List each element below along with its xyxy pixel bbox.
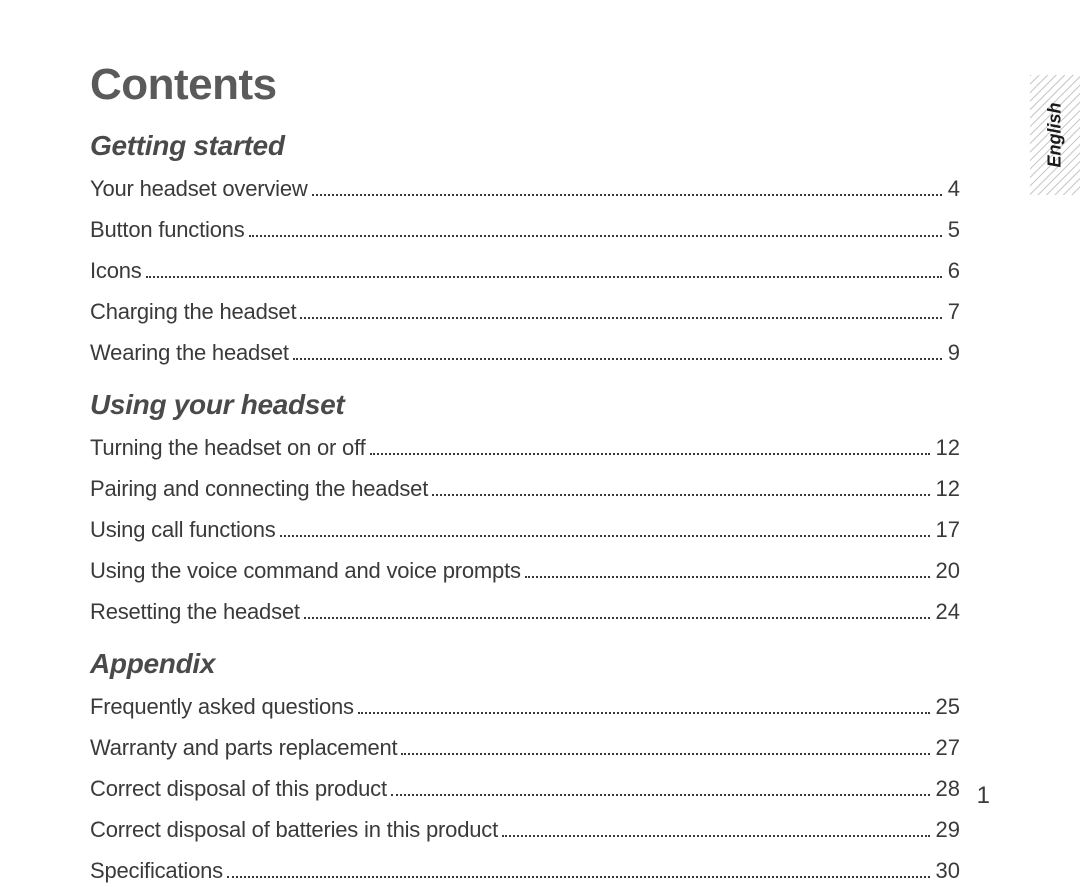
toc-label: Pairing and connecting the headset	[90, 472, 428, 505]
toc-entry[interactable]: Your headset overview 4	[90, 172, 960, 205]
section-heading: Using your headset	[90, 389, 960, 421]
toc-page: 28	[934, 772, 960, 805]
toc-page: 9	[946, 336, 960, 369]
toc-page: 12	[934, 431, 960, 464]
toc-label: Correct disposal of this product	[90, 772, 387, 805]
toc-page: 27	[934, 731, 960, 764]
section-heading: Appendix	[90, 648, 960, 680]
language-tab: English	[1030, 75, 1080, 195]
toc-label: Turning the headset on or off	[90, 431, 366, 464]
toc-label: Your headset overview	[90, 172, 308, 205]
toc-dots	[432, 494, 929, 496]
toc-page: 6	[946, 254, 960, 287]
toc-entry[interactable]: Icons 6	[90, 254, 960, 287]
toc-dots	[391, 794, 930, 796]
toc-page: 29	[934, 813, 960, 846]
toc-page: 20	[934, 554, 960, 587]
section-heading: Getting started	[90, 130, 960, 162]
toc-dots	[370, 453, 930, 455]
toc-entry[interactable]: Using call functions 17	[90, 513, 960, 546]
toc-page: 4	[946, 172, 960, 205]
toc-dots	[146, 276, 942, 278]
toc-label: Warranty and parts replacement	[90, 731, 397, 764]
toc-dots	[312, 194, 942, 196]
toc-page: 5	[946, 213, 960, 246]
toc-page: 17	[934, 513, 960, 546]
toc-page: 25	[934, 690, 960, 723]
toc-entry[interactable]: Button functions 5	[90, 213, 960, 246]
toc-entry[interactable]: Turning the headset on or off 12	[90, 431, 960, 464]
toc-entry[interactable]: Pairing and connecting the headset 12	[90, 472, 960, 505]
toc-page: 24	[934, 595, 960, 628]
toc-dots	[401, 753, 929, 755]
toc-label: Using the voice command and voice prompt…	[90, 554, 521, 587]
toc-entry[interactable]: Charging the headset 7	[90, 295, 960, 328]
toc-page: 30	[934, 854, 960, 887]
toc-label: Icons	[90, 254, 142, 287]
toc-content: Contents Getting started Your headset ov…	[90, 60, 990, 887]
toc-entry[interactable]: Resetting the headset 24	[90, 595, 960, 628]
toc-entry[interactable]: Correct disposal of batteries in this pr…	[90, 813, 960, 846]
toc-label: Frequently asked questions	[90, 690, 354, 723]
toc-dots	[525, 576, 930, 578]
toc-entry[interactable]: Using the voice command and voice prompt…	[90, 554, 960, 587]
toc-entry[interactable]: Specifications 30	[90, 854, 960, 887]
toc-dots	[300, 317, 941, 319]
toc-entry[interactable]: Wearing the headset 9	[90, 336, 960, 369]
toc-label: Wearing the headset	[90, 336, 289, 369]
toc-label: Using call functions	[90, 513, 276, 546]
toc-dots	[249, 235, 942, 237]
toc-page: 7	[946, 295, 960, 328]
toc-dots	[358, 712, 930, 714]
toc-page: 12	[934, 472, 960, 505]
page-number: 1	[977, 782, 990, 810]
page-title: Contents	[90, 60, 960, 110]
toc-label: Button functions	[90, 213, 245, 246]
toc-label: Correct disposal of batteries in this pr…	[90, 813, 498, 846]
toc-dots	[280, 535, 930, 537]
toc-label: Resetting the headset	[90, 595, 300, 628]
toc-dots	[304, 617, 930, 619]
toc-dots	[293, 358, 942, 360]
toc-dots	[502, 835, 930, 837]
toc-entry[interactable]: Frequently asked questions 25	[90, 690, 960, 723]
toc-label: Charging the headset	[90, 295, 296, 328]
language-tab-label: English	[1045, 102, 1066, 167]
toc-entry[interactable]: Correct disposal of this product 28	[90, 772, 960, 805]
toc-label: Specifications	[90, 854, 223, 887]
toc-entry[interactable]: Warranty and parts replacement 27	[90, 731, 960, 764]
toc-dots	[227, 876, 930, 878]
